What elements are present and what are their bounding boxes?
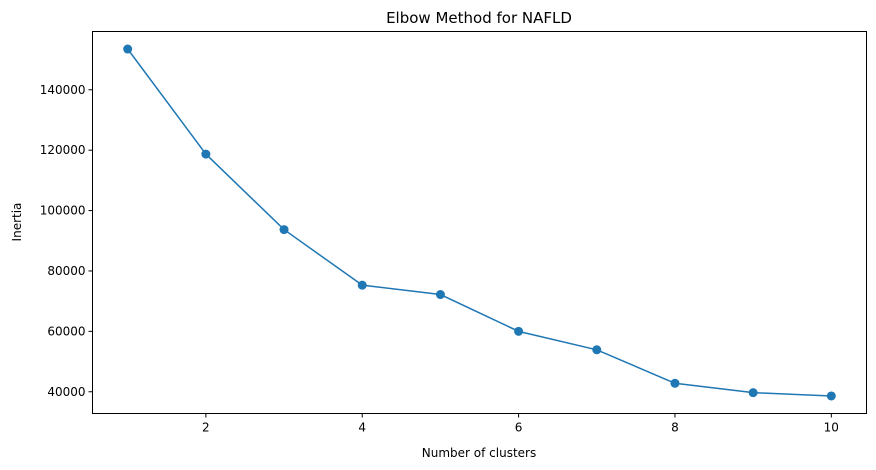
data-point [123, 44, 133, 54]
x-tick-label: 10 [824, 421, 839, 435]
data-point [748, 388, 758, 398]
y-tick-label: 140000 [40, 83, 86, 97]
data-point [201, 149, 211, 159]
data-point [357, 280, 367, 290]
x-axis-ticks: 2 4 6 8 10 [202, 413, 839, 435]
y-tick-label: 40000 [47, 385, 85, 399]
data-point [826, 391, 836, 401]
x-axis-label: Number of clusters [422, 446, 536, 460]
plot-area: 2 4 6 8 10 40000 60000 80000 100000 120000 140000 [40, 31, 867, 435]
x-tick-label: 4 [358, 421, 366, 435]
x-tick-label: 6 [515, 421, 523, 435]
y-tick-label: 120000 [40, 143, 86, 157]
y-axis-label: Inertia [10, 203, 24, 242]
y-tick-label: 100000 [40, 204, 86, 218]
y-tick-label: 80000 [47, 264, 85, 278]
data-point [670, 378, 680, 388]
data-point [514, 326, 524, 336]
x-tick-label: 8 [671, 421, 679, 435]
y-axis-ticks: 40000 60000 80000 100000 120000 140000 [40, 83, 93, 399]
plot-frame [92, 31, 867, 414]
chart-title: Elbow Method for NAFLD [386, 9, 572, 27]
series-layer [123, 44, 836, 401]
series-line [127, 48, 832, 397]
data-point [435, 290, 445, 300]
x-tick-label: 2 [202, 421, 210, 435]
y-tick-label: 60000 [47, 324, 85, 338]
data-point [279, 225, 289, 235]
data-point [592, 345, 602, 355]
